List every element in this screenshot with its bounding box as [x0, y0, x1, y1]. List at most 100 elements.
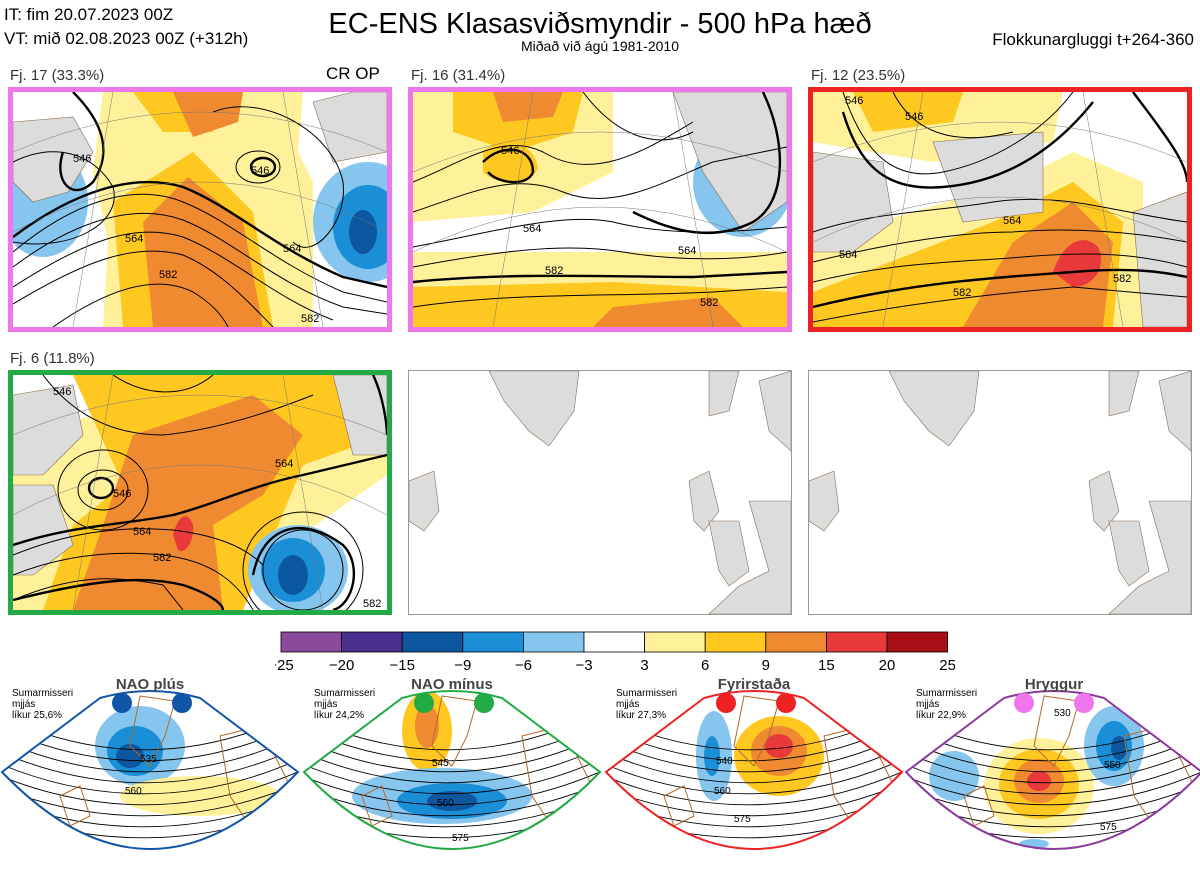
regime-map: 540 560 575 — [604, 690, 904, 850]
cluster-map-panel-1[interactable]: 546 546 564 582 564 582 — [8, 87, 392, 332]
colorbar-swatch — [826, 631, 888, 653]
regime-name: Fyrirstaða — [717, 676, 791, 693]
colorbar-swatch — [280, 631, 342, 653]
regime-dot — [716, 693, 736, 713]
regime-season: Sumarmisseri — [616, 688, 678, 699]
panel-1-label: Fj. 17 (33.3%) — [10, 67, 105, 84]
regime-name: NAO plús — [115, 676, 185, 693]
contour-label: 560 — [714, 786, 731, 797]
panel-3-label: Fj. 12 (23.5%) — [811, 67, 906, 84]
regime-season: Sumarmisseri — [314, 688, 376, 699]
regime-map: 530 550 575 — [904, 690, 1200, 850]
contour-label: 540 — [716, 756, 733, 767]
regime-dot — [1014, 693, 1034, 713]
colorbar-tick-label: 6 — [701, 657, 709, 674]
contour-label: 546 — [113, 488, 131, 500]
regime-frame — [904, 690, 1200, 850]
colorbar-swatch — [886, 631, 948, 653]
empty-map-panel-6 — [808, 370, 1192, 615]
cr-op-label: CR OP — [326, 64, 380, 83]
cluster-map-2: 546 564 564 582 582 — [413, 92, 787, 327]
regime-dot — [172, 693, 192, 713]
colorbar-tick-label: −20 — [329, 657, 354, 674]
colorbar-swatch — [704, 631, 767, 653]
colorbar-tick-label: −3 — [575, 657, 592, 674]
colorbar-tick-label: −25 — [275, 657, 294, 674]
colorbar-tick-label: 15 — [818, 657, 835, 674]
contour-label: 564 — [125, 233, 143, 245]
contour-label: 575 — [452, 833, 469, 844]
cluster-map-panel-4[interactable]: 546 546 564 564 582 582 — [8, 370, 392, 615]
regime-panel: 530 550 575 Hryggur Sumarmisseri mjjás líkur 2… — [904, 676, 1200, 871]
panel-2-label: Fj. 16 (31.4%) — [411, 67, 506, 84]
colorbar-swatch — [765, 631, 827, 653]
contour-label: 546 — [905, 111, 923, 123]
regime-dot — [1074, 693, 1094, 713]
contour-label: 582 — [700, 297, 718, 309]
cluster-map-4: 546 546 564 564 582 582 — [13, 375, 387, 610]
regime-map: 535 560 — [0, 690, 300, 850]
regime-prob: líkur 22,9% — [916, 710, 967, 721]
contour-label: 582 — [545, 265, 563, 277]
colorbar-tick-label: 20 — [879, 657, 896, 674]
contour-label: 545 — [432, 758, 449, 769]
empty-map-5 — [409, 371, 791, 614]
regime-season: Sumarmisseri — [12, 688, 74, 699]
contour-label: 564 — [133, 526, 151, 538]
page-title: EC-ENS Klasasviðsmyndir - 500 hPa hæð — [328, 8, 872, 40]
contour-label: 535 — [140, 754, 157, 765]
panel-4-label: Fj. 6 (11.8%) — [10, 350, 95, 367]
issue-time: IT: fim 20.07.2023 00Z — [4, 5, 174, 24]
contour-label: 560 — [437, 798, 454, 809]
regime-name: Hryggur — [1024, 676, 1084, 693]
colorbar-tick-label: 9 — [762, 657, 770, 674]
page-subtitle: Miðað við ágú 1981-2010 — [520, 38, 679, 54]
contour-label: 546 — [53, 386, 71, 398]
contour-label: 560 — [125, 786, 142, 797]
cluster-map-1: 546 546 564 582 564 582 — [13, 92, 387, 327]
colorbar-swatch — [522, 631, 585, 653]
regime-info: Sumarmisseri mjjás líkur 22,9% — [916, 688, 977, 721]
cluster-map-panel-2[interactable]: 546 564 564 582 582 — [408, 87, 792, 332]
regime-panel: 535 560 NAO plús Sumarmisseri mjjás líkur 25,… — [0, 676, 300, 871]
regime-dot — [112, 693, 132, 713]
regime-frame — [0, 690, 300, 850]
regime-prob: líkur 24,2% — [314, 710, 365, 721]
contour-label: 550 — [1104, 760, 1121, 771]
contour-label: 546 — [73, 153, 91, 165]
colorbar-tick-label: −6 — [515, 657, 532, 674]
regime-map: 545 560 575 — [302, 690, 602, 850]
contour-label: 582 — [301, 313, 319, 325]
regime-panel: 540 560 575 Fyrirstaða Sumarmisseri mjjás líku… — [604, 676, 904, 871]
contour-label: 564 — [275, 458, 293, 470]
colorbar-tick-label: −9 — [454, 657, 471, 674]
regime-info: Sumarmisseri mjjás líkur 27,3% — [616, 688, 677, 721]
regime-season: Sumarmisseri — [916, 688, 978, 699]
colorbar-tick-label: 3 — [640, 657, 648, 674]
regime-panel: 545 560 575 NAO mínus Sumarmisseri mjjás líkur… — [302, 676, 602, 871]
contour-label: 582 — [363, 598, 381, 610]
regime-info: Sumarmisseri mjjás líkur 25,6% — [12, 688, 73, 721]
colorbar: −25 −20 −15 −9 −6 −3 3 6 9 15 20 25 — [275, 631, 955, 674]
colorbar-swatch — [462, 631, 524, 653]
valid-time: VT: mið 02.08.2023 00Z (+312h) — [4, 29, 249, 48]
colorbar-swatch — [583, 631, 645, 653]
cluster-map-panel-3[interactable]: 546 546 564 564 582 582 — [808, 87, 1192, 332]
contour-label: 546 — [501, 145, 519, 157]
regime-fit: mjjás — [616, 699, 640, 710]
empty-map-6 — [809, 371, 1191, 614]
clustering-window: Flokkunargluggi t+264-360 — [992, 30, 1194, 49]
colorbar-tick-label: −15 — [389, 657, 414, 674]
contour-label: 582 — [1113, 273, 1131, 285]
contour-label: 546 — [251, 165, 269, 177]
regime-fit: mjjás — [916, 699, 940, 710]
cluster-map-3: 546 546 564 564 582 582 — [813, 92, 1187, 327]
colorbar-swatch — [341, 631, 403, 653]
regime-dot — [776, 693, 796, 713]
regime-fit: mjjás — [12, 699, 36, 710]
contour-label: 582 — [159, 269, 177, 281]
contour-label: 564 — [1003, 215, 1021, 227]
contour-label: 546 — [845, 95, 863, 107]
regime-frame — [604, 690, 904, 850]
colorbar-swatch — [401, 631, 464, 653]
